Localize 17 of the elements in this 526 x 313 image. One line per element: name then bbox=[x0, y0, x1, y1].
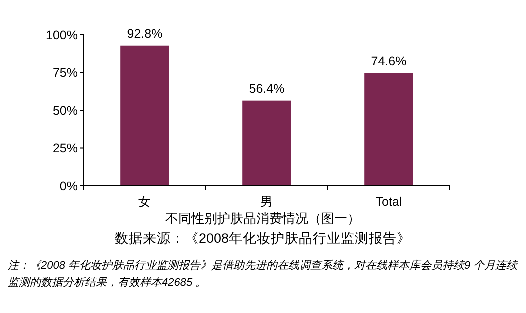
data-label: 92.8% bbox=[127, 26, 163, 41]
x-tick-label: 男 bbox=[260, 195, 274, 209]
data-label: 56.4% bbox=[249, 82, 285, 96]
bar bbox=[364, 73, 414, 186]
source-note: 数据来源：《2008年化妆护肤品行业监测报告》 bbox=[114, 230, 412, 248]
x-tick-label: Total bbox=[376, 195, 402, 209]
x-tick-label: 女 bbox=[138, 195, 152, 209]
y-tick-label: 25% bbox=[52, 142, 78, 156]
text: 不同性别护肤品消费情况（图一） bbox=[164, 210, 362, 228]
data-label: 74.6% bbox=[371, 54, 407, 68]
y-tick-label: 0% bbox=[60, 179, 78, 194]
text: 注：《2008 年化妆护肤品行业监测报告》是借助先进的在线调查系统，对在线样本库会员持续9 个月连续监测的数据分析结果，有效样本42685 。 bbox=[8, 258, 518, 291]
y-tick-label: 50% bbox=[52, 104, 78, 118]
y-tick-label: 75% bbox=[52, 66, 78, 80]
bar bbox=[120, 46, 170, 186]
bar bbox=[242, 100, 292, 186]
y-tick-label: 100% bbox=[46, 28, 78, 42]
